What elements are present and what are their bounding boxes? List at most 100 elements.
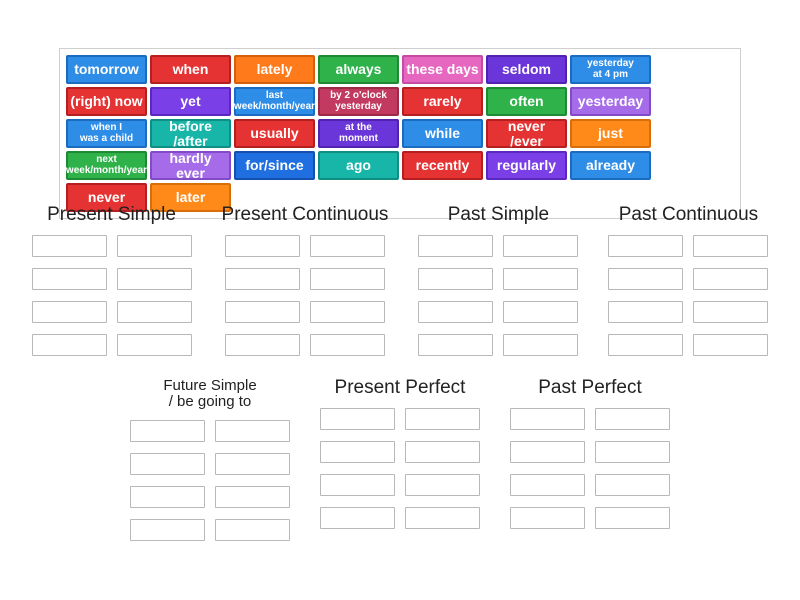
drop-slot[interactable] (225, 301, 300, 323)
drop-slot[interactable] (320, 441, 395, 463)
drop-slot[interactable] (320, 474, 395, 496)
drop-slot[interactable] (117, 235, 192, 257)
groups-row-1: Present Simple Present Continuous Past Sim… (0, 205, 800, 356)
drop-slot[interactable] (130, 453, 205, 475)
card-at-moment[interactable]: at the moment (318, 119, 399, 148)
drop-slot[interactable] (693, 268, 768, 290)
drop-slot[interactable] (320, 507, 395, 529)
drop-slot[interactable] (595, 408, 670, 430)
card-hardly-ever[interactable]: hardly ever (150, 151, 231, 180)
drop-slot[interactable] (503, 235, 578, 257)
card-yesterday[interactable]: yesterday (570, 87, 651, 116)
group-title: Past Perfect (538, 378, 642, 398)
card-yet[interactable]: yet (150, 87, 231, 116)
drop-slot[interactable] (32, 301, 107, 323)
group-title: Past Continuous (619, 205, 758, 225)
card-when[interactable]: when (150, 55, 231, 84)
drop-slot[interactable] (130, 519, 205, 541)
drop-slot[interactable] (215, 420, 290, 442)
drop-slot[interactable] (117, 301, 192, 323)
card-when-child[interactable]: when I was a child (66, 119, 147, 148)
drop-slot[interactable] (130, 486, 205, 508)
drop-slot[interactable] (418, 268, 493, 290)
card-yest-4pm[interactable]: yesterday at 4 pm (570, 55, 651, 84)
drop-slot[interactable] (405, 507, 480, 529)
slot-grid (32, 235, 192, 356)
card-usually[interactable]: usually (234, 119, 315, 148)
drop-slot[interactable] (225, 235, 300, 257)
card-always[interactable]: always (318, 55, 399, 84)
card-just[interactable]: just (570, 119, 651, 148)
card-never-ever[interactable]: never /ever (486, 119, 567, 148)
drop-slot[interactable] (418, 301, 493, 323)
drop-slot[interactable] (215, 519, 290, 541)
card-seldom[interactable]: seldom (486, 55, 567, 84)
drop-slot[interactable] (215, 486, 290, 508)
card-regularly[interactable]: regularly (486, 151, 567, 180)
drop-slot[interactable] (32, 334, 107, 356)
drop-slot[interactable] (608, 334, 683, 356)
drop-slot[interactable] (503, 334, 578, 356)
drop-slot[interactable] (310, 268, 385, 290)
card-tomorrow[interactable]: tomorrow (66, 55, 147, 84)
drop-slot[interactable] (117, 268, 192, 290)
card-ago[interactable]: ago (318, 151, 399, 180)
groups-row-2: Future Simple / be going toPresent Perfe… (0, 378, 800, 541)
card-recently[interactable]: recently (402, 151, 483, 180)
drop-slot[interactable] (693, 334, 768, 356)
drop-slot[interactable] (510, 507, 585, 529)
drop-slot[interactable] (320, 408, 395, 430)
group-title: Past Simple (448, 205, 549, 225)
card-right-now[interactable]: (right) now (66, 87, 147, 116)
drop-slot[interactable] (130, 420, 205, 442)
drop-slot[interactable] (405, 441, 480, 463)
slot-grid (608, 235, 768, 356)
drop-slot[interactable] (595, 507, 670, 529)
card-lately[interactable]: lately (234, 55, 315, 84)
card-last-wmy[interactable]: last (week/month/year) (234, 87, 315, 116)
group-past-simple: Past Simple (418, 205, 578, 356)
drop-slot[interactable] (608, 268, 683, 290)
group-title: Present Continuous (222, 205, 389, 225)
drop-slot[interactable] (405, 408, 480, 430)
drop-slot[interactable] (595, 441, 670, 463)
drop-slot[interactable] (693, 301, 768, 323)
card-for-since[interactable]: for/since (234, 151, 315, 180)
card-while[interactable]: while (402, 119, 483, 148)
card-these-days[interactable]: these days (402, 55, 483, 84)
drop-slot[interactable] (510, 474, 585, 496)
card-before-after[interactable]: before /after (150, 119, 231, 148)
group-title: Present Simple (47, 205, 176, 225)
drop-slot[interactable] (32, 268, 107, 290)
drop-slot[interactable] (117, 334, 192, 356)
slot-grid (225, 235, 385, 356)
drop-slot[interactable] (310, 334, 385, 356)
drop-slot[interactable] (215, 453, 290, 475)
slot-grid (130, 420, 290, 541)
drop-slot[interactable] (503, 301, 578, 323)
card-next-wmy[interactable]: next (week/month/year) (66, 151, 147, 180)
group-future-simple: Future Simple / be going to (130, 378, 290, 541)
drop-slot[interactable] (595, 474, 670, 496)
drop-slot[interactable] (510, 408, 585, 430)
card-pool[interactable]: tomorrowwhenlatelyalwaysthese daysseldom… (59, 48, 741, 219)
drop-slot[interactable] (693, 235, 768, 257)
drop-slot[interactable] (310, 235, 385, 257)
drop-slot[interactable] (225, 268, 300, 290)
card-rarely[interactable]: rarely (402, 87, 483, 116)
card-often[interactable]: often (486, 87, 567, 116)
slot-grid (510, 408, 670, 529)
drop-slot[interactable] (510, 441, 585, 463)
drop-slot[interactable] (418, 235, 493, 257)
drop-slot[interactable] (32, 235, 107, 257)
drop-slot[interactable] (225, 334, 300, 356)
group-title: Future Simple / be going to (163, 378, 256, 410)
drop-slot[interactable] (503, 268, 578, 290)
drop-slot[interactable] (608, 301, 683, 323)
card-by-2ocl[interactable]: by 2 o'clock yesterday (318, 87, 399, 116)
drop-slot[interactable] (418, 334, 493, 356)
drop-slot[interactable] (310, 301, 385, 323)
card-already[interactable]: already (570, 151, 651, 180)
drop-slot[interactable] (405, 474, 480, 496)
drop-slot[interactable] (608, 235, 683, 257)
